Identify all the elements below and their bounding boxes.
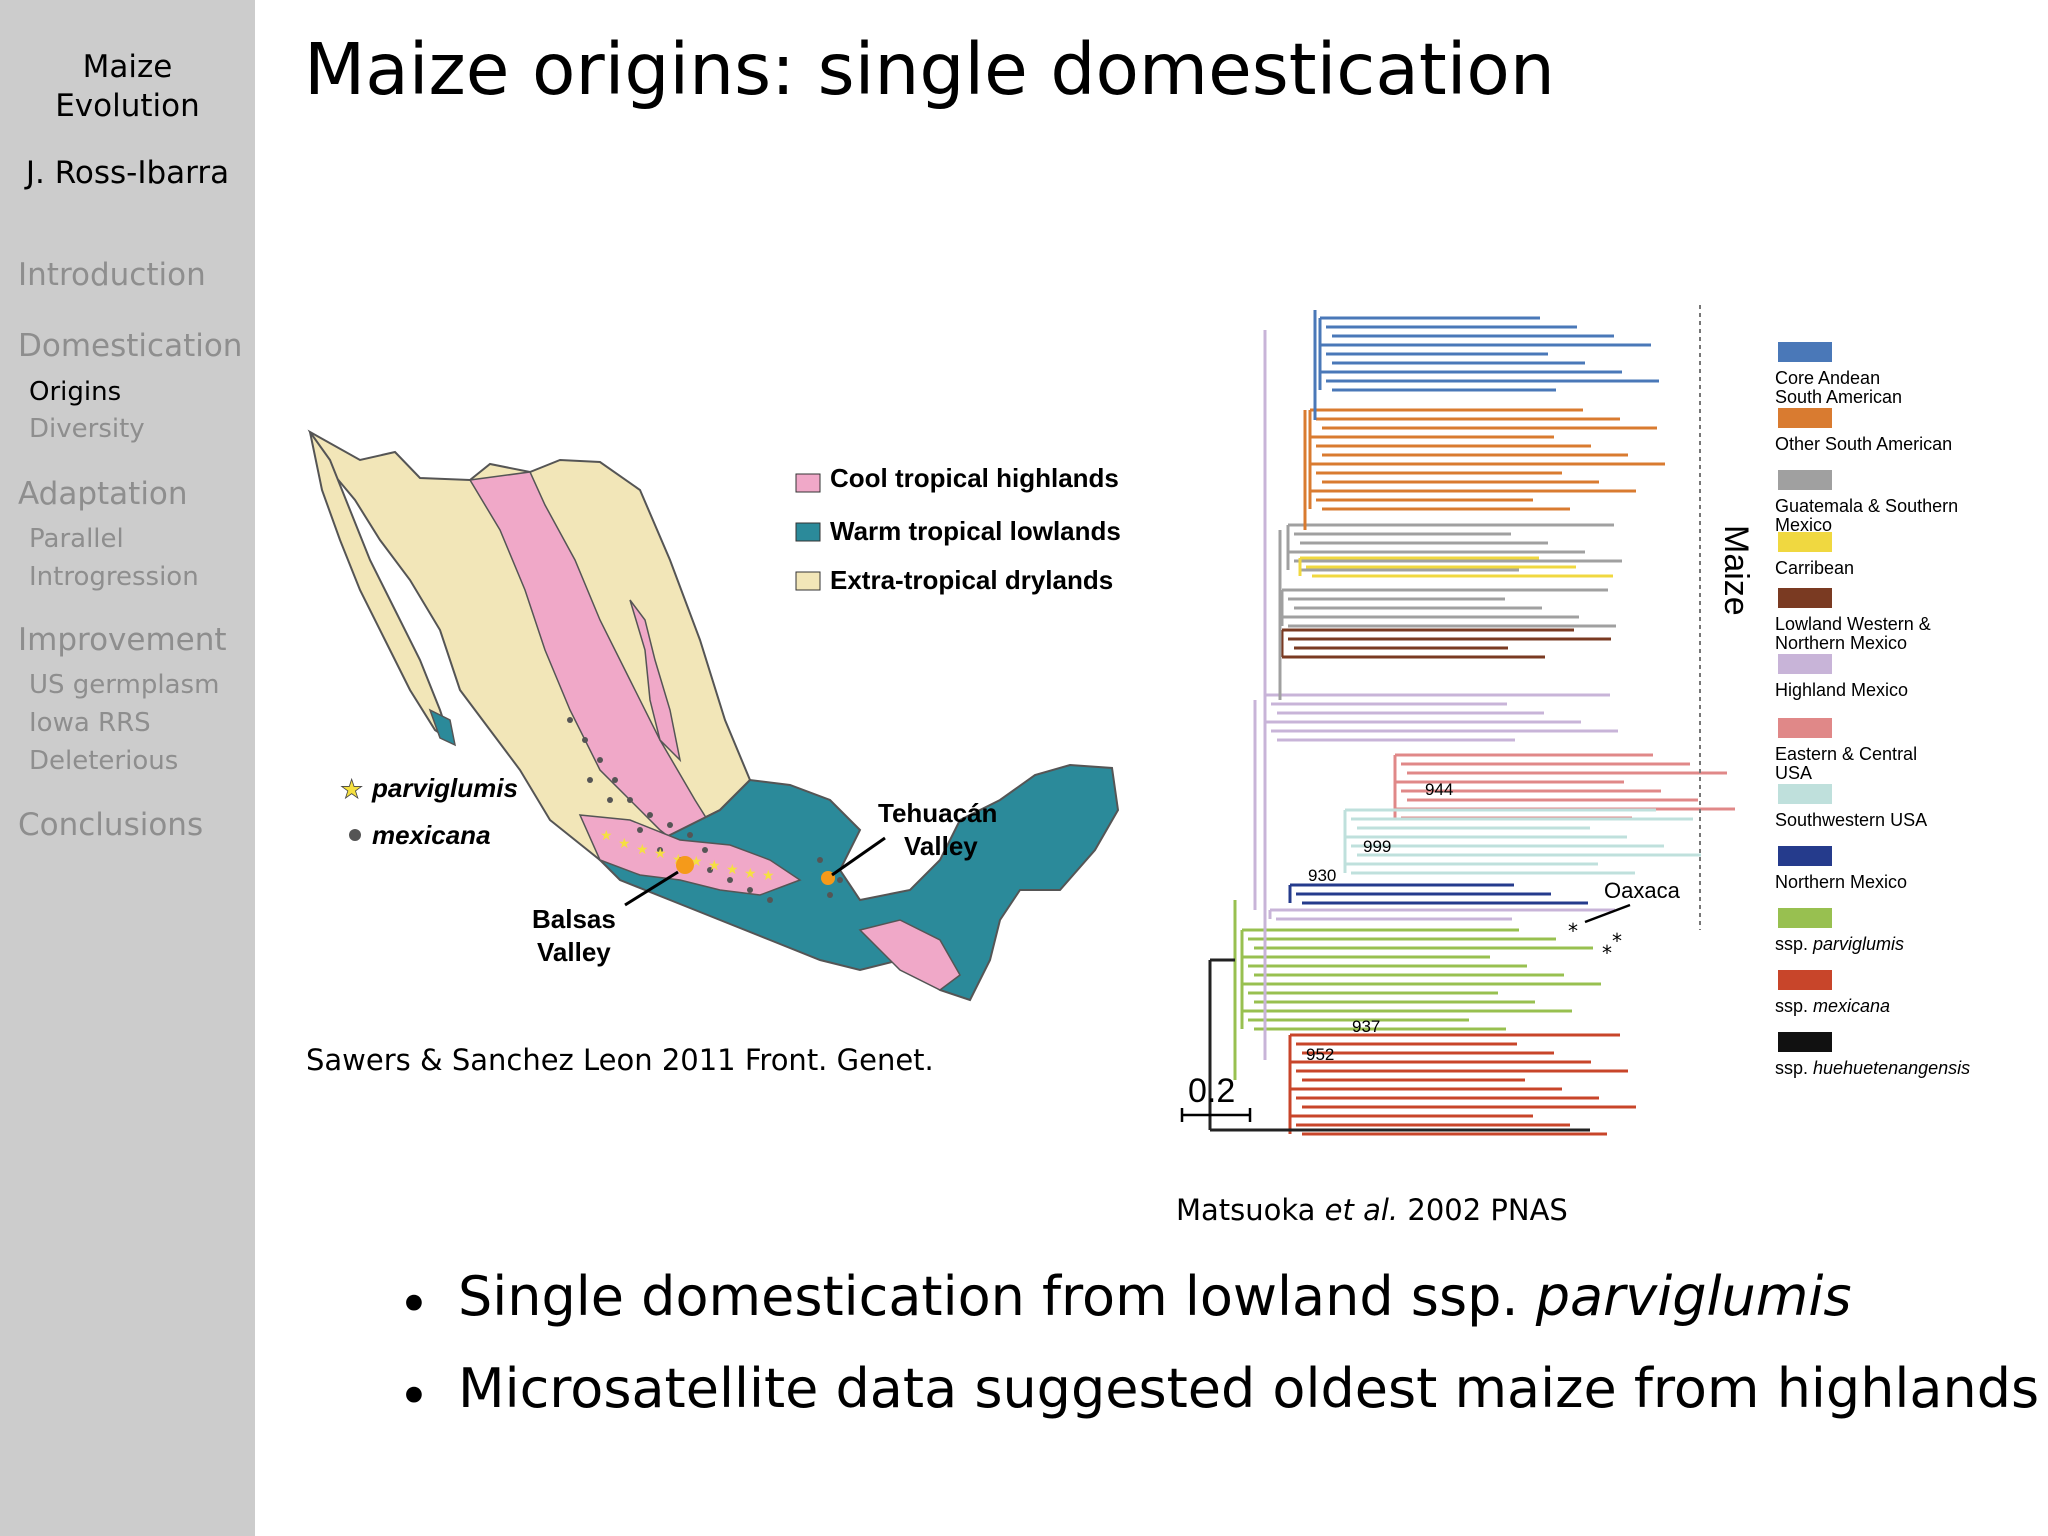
nav-section-domestication[interactable]: Domestication [18, 328, 243, 364]
legend-swatch [1778, 1032, 1832, 1052]
legend-label-line2: USA [1775, 763, 1812, 783]
legend-label: Eastern & Central [1775, 744, 1917, 764]
nav-item-parallel[interactable]: Parallel [29, 524, 124, 554]
balsas-label-1: Balsas [532, 904, 616, 934]
tree-scale-label: 0.2 [1188, 1072, 1235, 1110]
author-name: J. Ross-Ibarra [25, 155, 230, 191]
legend-label: Lowland Western & [1775, 614, 1931, 634]
svg-text:★: ★ [654, 846, 667, 862]
legend-label: Highland Mexico [1775, 680, 1908, 700]
nav-item-iowa-rrs[interactable]: Iowa RRS [29, 708, 151, 738]
legend-swatch [1778, 470, 1832, 490]
maize-group-label: Maize [1717, 525, 1755, 616]
svg-text:*: * [1612, 929, 1622, 953]
legend-label-line2: Mexico [1775, 515, 1832, 535]
bootstrap-999: 999 [1363, 837, 1391, 856]
mexicana-distribution-dots [567, 717, 843, 903]
legend-label: ssp. mexicana [1775, 996, 1890, 1016]
legend-label: ssp. huehuetenangensis [1775, 1058, 1970, 1078]
nav-section-adaptation[interactable]: Adaptation [18, 476, 188, 512]
legend-label: Core Andean [1775, 368, 1880, 388]
nav-section-improvement[interactable]: Improvement [18, 622, 227, 658]
legend-swatch [1778, 654, 1832, 674]
legend-label-line2: Northern Mexico [1775, 633, 1907, 653]
bootstrap-944: 944 [1425, 780, 1453, 799]
bullet-dot: • [398, 1273, 430, 1336]
map-lowlands-region [598, 763, 1120, 1002]
nav-item-deleterious[interactable]: Deleterious [29, 746, 179, 776]
legend-swatch [1778, 846, 1832, 866]
tehuacan-valley-site [821, 871, 835, 885]
slide-title: Maize origins: single domestication [304, 28, 1555, 111]
legend-swatch [1778, 908, 1832, 928]
svg-text:★: ★ [618, 836, 631, 852]
legend-label: Guatemala & Southern [1775, 496, 1958, 516]
legend-swatch [1778, 408, 1832, 428]
nav-item-diversity[interactable]: Diversity [29, 414, 145, 444]
balsas-label-2: Valley [537, 937, 611, 967]
nav-section-introduction[interactable]: Introduction [18, 257, 206, 293]
svg-text:★: ★ [708, 858, 721, 874]
bootstrap-930: 930 [1308, 866, 1336, 885]
legend-label: Southwestern USA [1775, 810, 1927, 830]
legend-swatch [1778, 718, 1832, 738]
legend-swatch [1778, 784, 1832, 804]
legend-label-line2: South American [1775, 387, 1902, 407]
tehuacan-label-2: Valley [904, 831, 978, 861]
svg-text:*: * [1568, 919, 1578, 943]
parviglumis-distribution-stars: ★★★ ★★★ ★★★ ★ [600, 828, 775, 884]
legend-swatch [1778, 588, 1832, 608]
nav-item-introgression[interactable]: Introgression [29, 562, 199, 592]
balsas-valley-site [676, 856, 694, 874]
nav-item-us-germplasm[interactable]: US germplasm [29, 670, 220, 700]
species-parviglumis-label: parviglumis [371, 773, 518, 803]
svg-text:★: ★ [636, 842, 649, 858]
legend-cool-highlands: Cool tropical highlands [830, 463, 1119, 493]
nav-section-conclusions[interactable]: Conclusions [18, 807, 204, 843]
sidebar-navigation: Maize Evolution J. Ross-Ibarra Introduct… [0, 0, 255, 1536]
presentation-title-line1: Maize [82, 49, 173, 85]
bullet-dot: • [398, 1365, 430, 1428]
tehuacan-label-1: Tehuacán [878, 798, 997, 828]
legend-extra-drylands: Extra-tropical drylands [830, 565, 1113, 595]
phylogenetic-tree-figure: Maize 944 999 930 937 952 Oaxaca * * * 0… [1180, 305, 1970, 1136]
legend-label: Carribean [1775, 558, 1854, 578]
species-mexicana-label: mexicana [372, 820, 491, 850]
svg-text:*: * [1602, 941, 1612, 965]
svg-text:★: ★ [600, 828, 613, 844]
svg-text:★: ★ [340, 775, 363, 805]
legend-swatch [1778, 342, 1832, 362]
tree-caption: Matsuoka et al. 2002 PNAS [1176, 1193, 1568, 1227]
bootstrap-952: 952 [1306, 1045, 1334, 1064]
map-caption: Sawers & Sanchez Leon 2011 Front. Genet. [306, 1043, 934, 1077]
tree-branches [1240, 316, 1735, 1136]
oaxaca-label: Oaxaca [1604, 878, 1681, 903]
svg-text:★: ★ [744, 866, 757, 882]
legend-warm-lowlands: Warm tropical lowlands [830, 516, 1121, 546]
bootstrap-937: 937 [1352, 1017, 1380, 1036]
svg-text:★: ★ [726, 862, 739, 878]
mexico-vegetation-map: ★★★ ★★★ ★★★ ★ Cool tropical highlands Wa… [307, 429, 1121, 1002]
legend-swatch [1778, 970, 1832, 990]
presentation-title-line2: Evolution [55, 88, 200, 124]
legend-label: Other South American [1775, 434, 1952, 454]
legend-label: ssp. parviglumis [1775, 934, 1904, 954]
legend-swatch [1778, 532, 1832, 552]
svg-text:★: ★ [762, 868, 775, 884]
nav-item-origins[interactable]: Origins [29, 377, 122, 407]
legend-label: Northern Mexico [1775, 872, 1907, 892]
